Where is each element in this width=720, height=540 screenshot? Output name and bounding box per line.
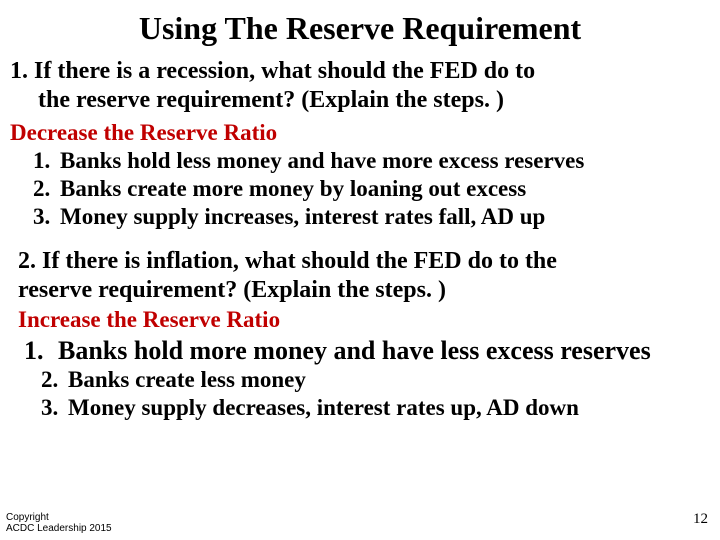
question-2-line1: 2. If there is inflation, what should th… [18, 248, 557, 274]
question-1: 1. If there is a recession, what should … [10, 57, 710, 115]
copyright: Copyright ACDC Leadership 2015 [6, 512, 112, 534]
steps-list-2: Banks create less money Money supply dec… [18, 366, 710, 422]
question-2-line2: reserve requirement? (Explain the steps.… [18, 277, 446, 303]
steps-list-1: Banks hold less money and have more exce… [10, 147, 710, 231]
page-number: 12 [693, 511, 708, 528]
step-2-1-num: 1. [24, 336, 58, 366]
question-2: 2. If there is inflation, what should th… [18, 247, 710, 305]
question-1-line2: the reserve requirement? (Explain the st… [10, 86, 710, 115]
copyright-line2: ACDC Leadership 2015 [6, 523, 112, 534]
step-2-1: 1.Banks hold more money and have less ex… [24, 336, 710, 366]
list-item: Money supply increases, interest rates f… [56, 203, 710, 231]
section-recession: 1. If there is a recession, what should … [10, 57, 710, 231]
step-2-1-text: Banks hold more money and have less exce… [58, 336, 651, 365]
copyright-line1: Copyright [6, 512, 49, 523]
answer-1: Decrease the Reserve Ratio [10, 119, 710, 147]
question-1-line1: 1. If there is a recession, what should … [10, 58, 535, 84]
list-item: Banks hold less money and have more exce… [56, 147, 710, 175]
list-item: Money supply decreases, interest rates u… [64, 394, 710, 422]
list-item: Banks create more money by loaning out e… [56, 175, 710, 203]
slide-title: Using The Reserve Requirement [10, 10, 710, 47]
answer-2: Increase the Reserve Ratio [18, 306, 710, 334]
list-item: Banks create less money [64, 366, 710, 394]
slide: Using The Reserve Requirement 1. If ther… [0, 0, 720, 540]
section-inflation: 2. If there is inflation, what should th… [10, 247, 710, 423]
